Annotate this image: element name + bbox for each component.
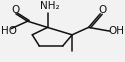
Text: OH: OH (108, 26, 124, 36)
Text: O: O (98, 5, 107, 15)
Text: O: O (11, 5, 19, 15)
Text: HO: HO (1, 26, 17, 36)
Text: NH₂: NH₂ (40, 1, 60, 11)
